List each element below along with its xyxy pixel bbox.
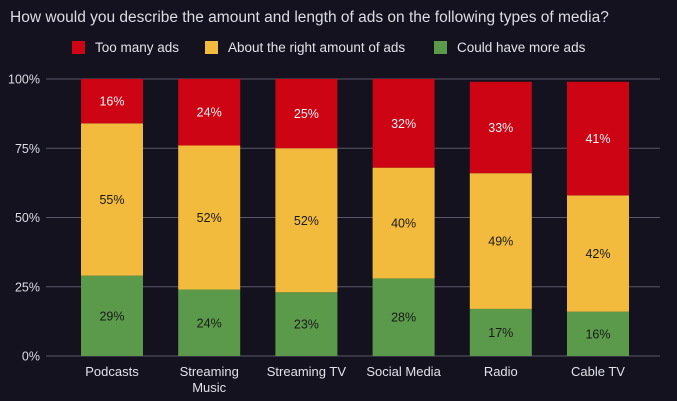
legend-label-could-have-more-ads: Could have more ads: [457, 40, 586, 55]
bar-segment-too-many-ads: [469, 81, 532, 174]
data-label: 25%: [294, 107, 319, 121]
x-axis: Podcasts Streaming Music Streaming TV Social…: [85, 364, 625, 395]
data-label: 23%: [294, 318, 319, 332]
bar-segment-about-the-right-amount-of-ads: [178, 145, 241, 290]
bar-segment-could-have-more-ads: [275, 292, 338, 356]
bar-segment-could-have-more-ads: [178, 289, 241, 356]
legend-swatch-could-have-more-ads: [434, 41, 447, 54]
x-category-label: Radio: [484, 364, 518, 379]
data-label: 40%: [391, 217, 416, 231]
bar-segment-could-have-more-ads: [567, 311, 629, 356]
gridlines: [46, 78, 660, 357]
data-label: 49%: [488, 235, 513, 249]
x-category-label: Social Media: [366, 364, 441, 379]
data-label: 41%: [585, 132, 610, 146]
bar-segment-could-have-more-ads: [469, 308, 532, 356]
x-category-label: Podcasts: [85, 364, 139, 379]
x-category-label: Cable TV: [571, 364, 625, 379]
data-label: 16%: [99, 95, 124, 109]
bar-segment-could-have-more-ads: [81, 275, 143, 356]
y-tick-label: 50%: [15, 211, 40, 225]
data-label: 29%: [99, 309, 124, 323]
y-tick-label: 100%: [8, 73, 40, 87]
x-category-label: Streaming TV: [267, 364, 347, 379]
x-category-label: Streaming Music: [180, 364, 239, 395]
bar-segment-about-the-right-amount-of-ads: [469, 173, 532, 309]
bar-segment-could-have-more-ads: [372, 278, 435, 356]
legend-label-about-the-right-amount-of-ads: About the right amount of ads: [228, 40, 405, 55]
data-label: 55%: [99, 193, 124, 207]
data-labels: 29% 55% 16% 24% 52% 24% 23% 52% 25% 28% 40% 32% 17% 4…: [99, 95, 610, 342]
bar-segment-about-the-right-amount-of-ads: [372, 167, 435, 279]
data-label: 42%: [585, 247, 610, 261]
bar-segment-too-many-ads: [81, 79, 143, 124]
data-label: 33%: [488, 121, 513, 135]
y-axis: 0% 25% 50% 75% 100%: [8, 73, 40, 364]
data-label: 24%: [197, 106, 222, 120]
legend: Too many ads About the right amount of ad…: [72, 40, 586, 55]
bar-segment-about-the-right-amount-of-ads: [275, 148, 338, 293]
bars: [81, 79, 629, 356]
bar-segment-too-many-ads: [275, 79, 338, 149]
y-tick-label: 75%: [15, 142, 40, 156]
data-label: 17%: [488, 326, 513, 340]
bar-segment-about-the-right-amount-of-ads: [81, 123, 143, 276]
data-label: 16%: [585, 327, 610, 341]
bar-segment-about-the-right-amount-of-ads: [567, 195, 629, 312]
data-label: 32%: [391, 117, 416, 131]
y-tick-label: 0%: [22, 350, 40, 364]
legend-label-too-many-ads: Too many ads: [95, 40, 179, 55]
y-tick-label: 25%: [15, 280, 40, 294]
data-label: 52%: [197, 211, 222, 225]
bar-segment-too-many-ads: [567, 81, 629, 196]
chart-title: How would you describe the amount and le…: [10, 9, 609, 26]
legend-swatch-about-the-right-amount-of-ads: [205, 41, 218, 54]
bar-segment-too-many-ads: [372, 79, 435, 168]
data-label: 24%: [197, 316, 222, 330]
data-label: 28%: [391, 311, 416, 325]
bar-segment-too-many-ads: [178, 79, 241, 146]
legend-swatch-too-many-ads: [72, 41, 85, 54]
data-label: 52%: [294, 214, 319, 228]
